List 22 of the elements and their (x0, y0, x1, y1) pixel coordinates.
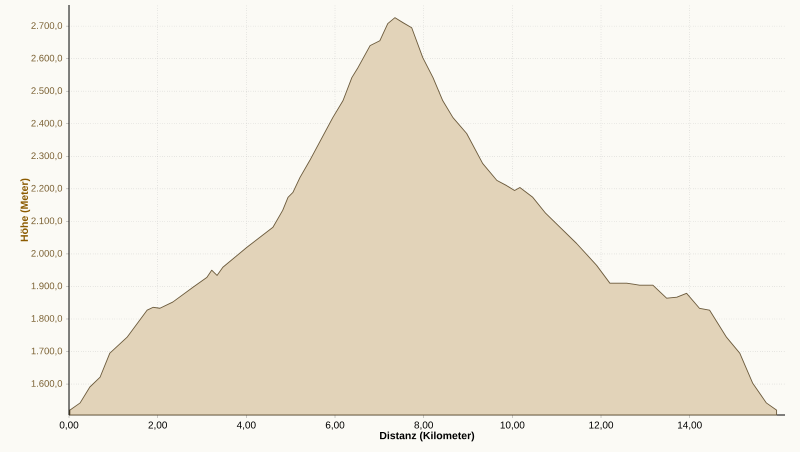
y-tick-label: 2.500,0 (31, 87, 62, 96)
x-tick-label: 8,00 (414, 422, 433, 430)
x-tick-label: 0,00 (60, 422, 78, 430)
y-axis-title: Höhe (Meter) (20, 178, 30, 242)
y-tick-label: 1.600,0 (32, 380, 62, 388)
x-axis-title: Distanz (Kilometer) (380, 432, 474, 442)
x-tick-label: 2,00 (148, 422, 167, 430)
x-tick-label: 6,00 (326, 422, 344, 430)
x-tick-label: 10,00 (500, 422, 524, 430)
y-tick-label: 2.300,0 (31, 152, 62, 160)
y-tick-label: 1.900,0 (32, 282, 62, 290)
y-tick-label: 2.200,0 (31, 184, 62, 193)
y-tick-label: 2.400,0 (31, 120, 62, 128)
y-tick-label: 1.700,0 (32, 348, 62, 356)
x-tick-label: 14,00 (678, 422, 702, 430)
y-tick-label: 2.700,0 (31, 22, 62, 30)
y-tick-label: 2.100,0 (31, 217, 62, 226)
y-tick-label: 2.600,0 (31, 54, 62, 63)
x-tick-label: 12,00 (589, 422, 614, 430)
x-tick-label: 4,00 (236, 422, 256, 430)
y-tick-label: 1.800,0 (32, 315, 62, 323)
y-tick-label: 2.000,0 (31, 250, 62, 258)
